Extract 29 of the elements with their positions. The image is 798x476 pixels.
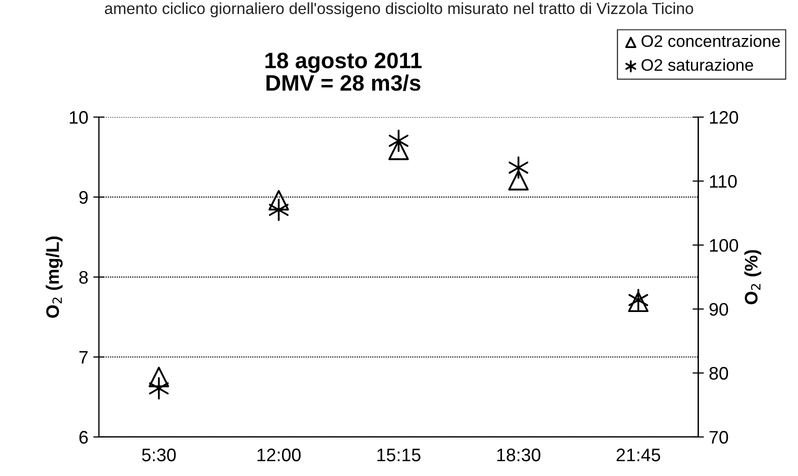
- chart-title: 18 agosto 2011 DMV = 28 m3/s: [265, 52, 422, 92]
- y-axis-title: O$_{2}$ (mg/L): [46, 236, 63, 318]
- point: [508, 170, 529, 190]
- y2-tick-label: 120: [710, 111, 738, 124]
- x-tick-label: 15:15: [377, 448, 420, 462]
- text: amento ciclico giornaliero dell'ossigeno disciolto misurato nel tratto di Vizzola Ticino: [104, 2, 694, 18]
- point: [268, 198, 289, 222]
- y2-tick-label: 100: [710, 238, 738, 252]
- y-tick-label: 8: [79, 270, 88, 284]
- point: [149, 377, 169, 400]
- y2-tick-label: 70: [710, 430, 728, 444]
- y2-tick-label: 110: [710, 175, 737, 188]
- legend-label: O2 saturazione: [642, 58, 754, 71]
- y2-tick-label: 90: [710, 302, 728, 316]
- point: [508, 156, 528, 179]
- point: [268, 190, 289, 210]
- legend-label: O2 concentrazione: [642, 34, 780, 47]
- y-tick-label: 6: [79, 430, 88, 444]
- y-tick-label: 9: [79, 191, 88, 204]
- x-tick-label: 5:30: [142, 448, 176, 462]
- y-tick-label: 10: [70, 111, 88, 124]
- point: [388, 130, 408, 152]
- x-tick-label: 21:45: [616, 448, 660, 462]
- x-tick-label: 18:30: [497, 448, 540, 462]
- y2-axis-title: O$_{2}$ (%): [744, 250, 762, 304]
- x-tick-label: 12:00: [258, 448, 301, 462]
- point: [148, 366, 170, 388]
- y2-tick-label: 80: [709, 366, 728, 380]
- y-tick-label: 7: [79, 351, 88, 364]
